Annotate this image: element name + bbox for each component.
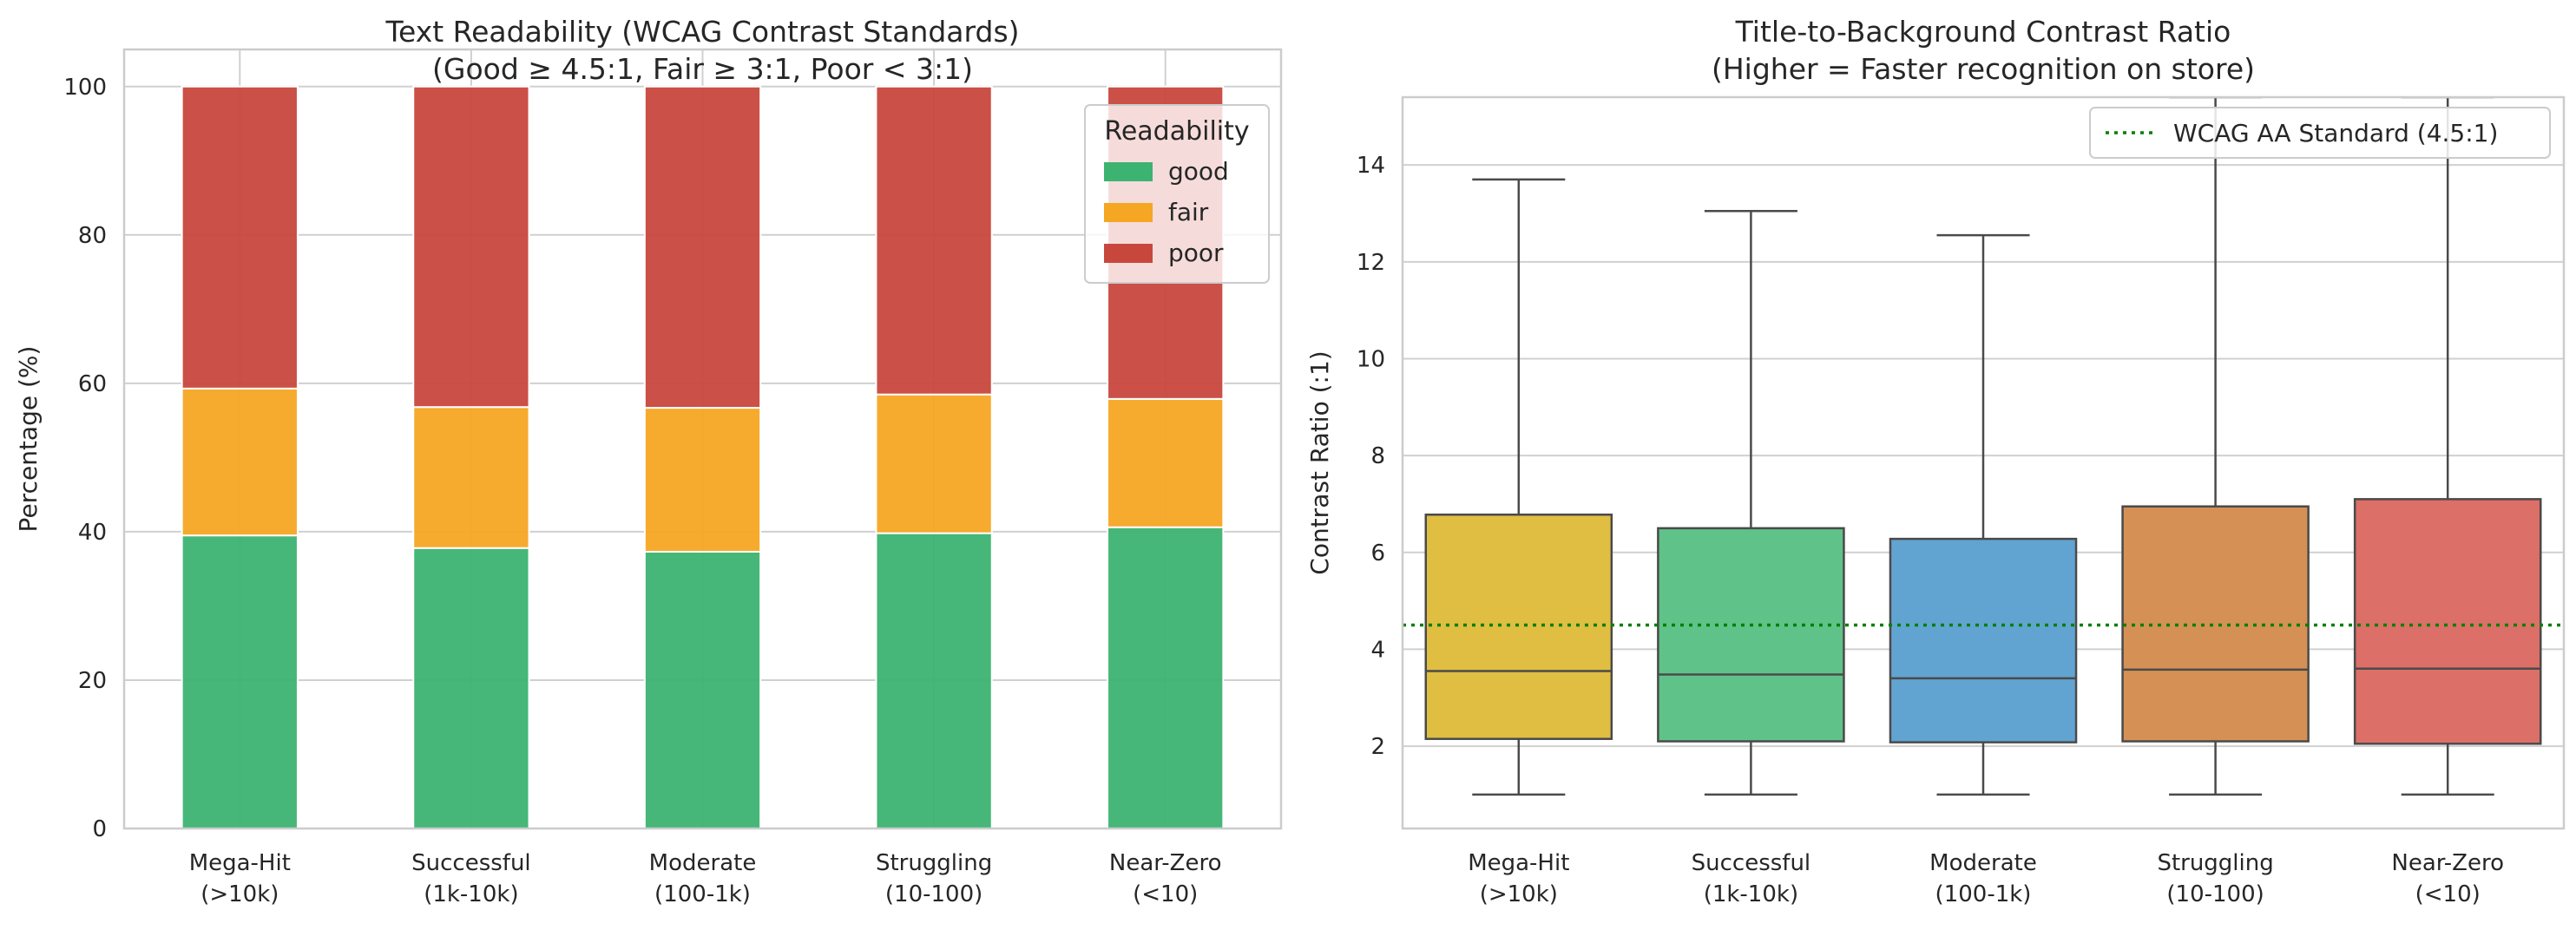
legend-title: Readability <box>1104 116 1249 147</box>
legend-box <box>1084 104 1270 284</box>
x-tick-label: Moderate (100-1k) <box>1929 850 2037 907</box>
y-tick-label: 80 <box>78 223 107 249</box>
legend-label-reference: WCAG AA Standard (4.5:1) <box>2173 119 2498 147</box>
y-tick-label: 20 <box>78 668 107 694</box>
x-tick-label-line: (10-100) <box>2166 881 2264 907</box>
bar-poor <box>412 85 530 409</box>
bar-poor <box>875 85 993 396</box>
y-tick-label: 6 <box>1370 540 1385 567</box>
bar-fair <box>875 393 993 534</box>
x-tick-label: Mega-Hit (>10k) <box>189 850 291 907</box>
plot-frame <box>1401 95 2566 830</box>
legend-swatch-fair <box>1104 203 1153 222</box>
bar-fair <box>643 407 762 553</box>
bar-fair <box>1107 397 1225 528</box>
bar-good <box>1107 526 1225 829</box>
legend-label-fair: fair <box>1168 198 1209 226</box>
x-tick-label-line: (1k-10k) <box>424 881 518 907</box>
box <box>1657 527 1845 743</box>
x-tick-label-line: Struggling <box>876 850 992 876</box>
y-tick-label: 0 <box>92 816 107 842</box>
x-tick-label-line: Successful <box>411 850 531 876</box>
bar-poor <box>643 85 762 409</box>
x-tick-label: Near-Zero (<10) <box>2391 850 2504 907</box>
x-tick-label-line: (100-1k) <box>654 881 751 907</box>
legend-swatch-poor <box>1104 244 1153 263</box>
x-tick-label-line: Moderate <box>649 850 757 876</box>
legend-label-poor: poor <box>1168 239 1224 267</box>
bar-fair <box>412 406 530 549</box>
x-tick-label: Mega-Hit (>10k) <box>1468 850 1569 907</box>
boxes <box>1424 97 2542 796</box>
bar-good <box>875 532 993 829</box>
x-tick-label: Near-Zero (<10) <box>1109 850 1222 907</box>
y-tick-label: 4 <box>1370 637 1385 663</box>
bar-fair <box>181 387 299 537</box>
x-tick-label-line: Near-Zero <box>2391 850 2504 876</box>
y-tick-label: 8 <box>1370 443 1385 469</box>
bar-poor <box>181 85 299 390</box>
x-tick-label-line: Moderate <box>1929 850 2037 876</box>
y-tick-label: 2 <box>1370 734 1385 760</box>
x-tick-label-line: (>10k) <box>1480 881 1558 907</box>
chart-title: Text Readability (WCAG Contrast Standard… <box>384 15 1019 49</box>
bar-good <box>181 534 299 830</box>
x-tick-label-line: (10-100) <box>885 881 982 907</box>
x-tick-label-line: Mega-Hit <box>189 850 291 876</box>
x-tick-label-line: Struggling <box>2157 850 2273 876</box>
legend-box <box>2089 107 2551 159</box>
box <box>2121 505 2310 743</box>
box <box>1424 513 1613 740</box>
chart-subtitle: (Higher = Faster recognition on store) <box>1712 52 2255 86</box>
x-tick-label-line: (<10) <box>1133 881 1198 907</box>
box <box>2353 498 2542 745</box>
y-tick-label: 14 <box>1357 153 1385 179</box>
x-tick-label: Successful (1k-10k) <box>1692 850 1811 907</box>
x-tick-label: Moderate (100-1k) <box>649 850 757 907</box>
y-axis-label: Percentage (%) <box>14 346 43 533</box>
x-tick-label-line: Near-Zero <box>1109 850 1222 876</box>
x-tick-label: Struggling (10-100) <box>876 850 992 907</box>
x-tick-label-line: Mega-Hit <box>1468 850 1569 876</box>
y-axis-label: Contrast Ratio (:1) <box>1305 350 1334 574</box>
x-tick-label-line: (>10k) <box>200 881 279 907</box>
chart-title: Title-to-Background Contrast Ratio <box>1735 15 2231 49</box>
y-tick-label: 10 <box>1357 346 1385 372</box>
legend-label-good: good <box>1168 157 1229 186</box>
x-tick-label-line: (<10) <box>2415 881 2481 907</box>
y-tick-label: 12 <box>1357 250 1385 276</box>
stacked-bar-chart: 0 20 40 60 80 100 Mega-Hit (>10k) Successful (1k-… <box>14 15 1283 907</box>
legend: Readability good fair poor <box>1084 104 1270 284</box>
x-tick-label-line: Successful <box>1692 850 1811 876</box>
x-tick-label-line: (100-1k) <box>1935 881 2032 907</box>
legend-swatch-good <box>1104 162 1153 181</box>
x-tick-label: Successful (1k-10k) <box>411 850 531 907</box>
y-tick-label: 60 <box>78 371 107 397</box>
bar-good <box>412 547 530 829</box>
chart-subtitle: (Good ≥ 4.5:1, Fair ≥ 3:1, Poor < 3:1) <box>432 52 973 86</box>
plot-frame <box>122 48 1283 830</box>
box <box>1889 537 2078 743</box>
box-plot-chart: 2 4 6 8 10 12 14 Mega-Hit (>10k) Successful (1k-10… <box>1305 15 2566 907</box>
x-tick-label-line: (1k-10k) <box>1704 881 1798 907</box>
bar-good <box>643 550 762 830</box>
x-tick-label: Struggling (10-100) <box>2157 850 2273 907</box>
legend: WCAG AA Standard (4.5:1) <box>2089 107 2551 159</box>
y-tick-label: 100 <box>63 75 107 101</box>
y-tick-label: 40 <box>78 520 107 546</box>
